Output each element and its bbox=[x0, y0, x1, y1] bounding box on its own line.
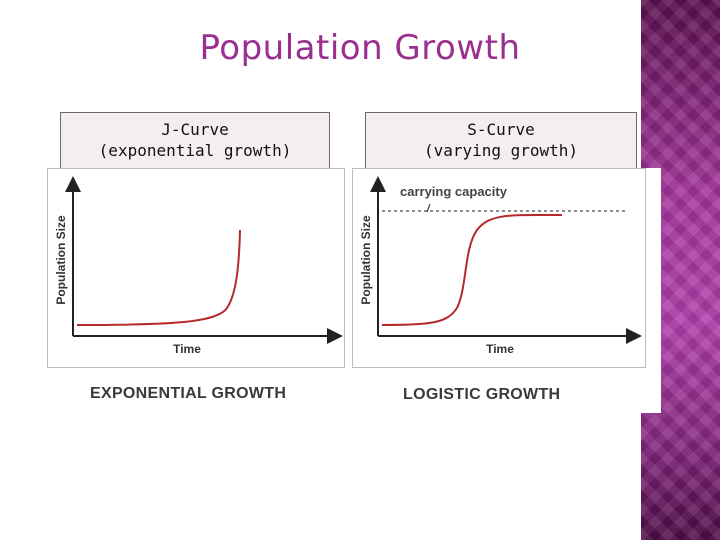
s-curve-caption-title: S-Curve bbox=[467, 120, 535, 139]
j-curve-caption-subtitle: (exponential growth) bbox=[98, 141, 292, 160]
j-curve-caption: J-Curve (exponential growth) bbox=[60, 112, 330, 170]
logistic-growth-diagram: carrying capacity Population Size Time bbox=[352, 168, 646, 368]
x-axis-label: Time bbox=[173, 342, 201, 356]
x-axis-label: Time bbox=[486, 342, 514, 356]
j-curve-line bbox=[76, 229, 241, 326]
exponential-growth-diagram: Population Size Time bbox=[47, 168, 345, 368]
exponential-growth-label: EXPONENTIAL GROWTH bbox=[90, 385, 287, 402]
y-axis-label: Population Size bbox=[54, 215, 68, 305]
carrying-capacity-pointer bbox=[426, 203, 431, 213]
logistic-growth-label: LOGISTIC GROWTH bbox=[403, 386, 561, 403]
j-curve-caption-title: J-Curve bbox=[161, 120, 229, 139]
s-curve-caption: S-Curve (varying growth) bbox=[365, 112, 637, 170]
s-curve-caption-subtitle: (varying growth) bbox=[423, 141, 579, 160]
s-curve-line bbox=[381, 213, 563, 326]
diagram-frame bbox=[47, 168, 345, 368]
carrying-capacity-label: carrying capacity bbox=[400, 184, 508, 199]
slide-title: Population Growth bbox=[199, 28, 521, 68]
y-axis-label: Population Size bbox=[359, 215, 373, 305]
decorative-white-strip bbox=[641, 168, 661, 413]
diagram-frame bbox=[352, 168, 646, 368]
